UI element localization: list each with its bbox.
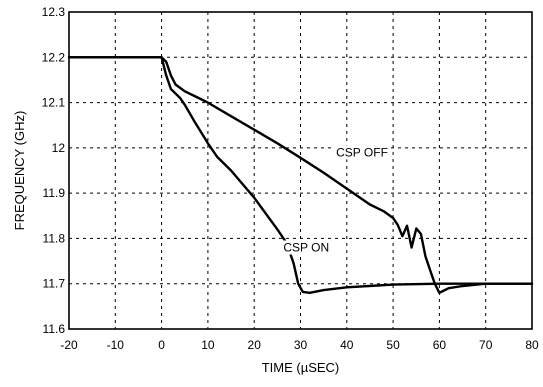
series-line-csp-on — [67, 56, 534, 294]
y-tick-label: 11.8 — [43, 231, 66, 245]
annotation-background — [334, 145, 389, 160]
x-axis-title: TIME (µSEC) — [262, 360, 340, 375]
annotation-background — [281, 240, 329, 255]
x-tick-label: 50 — [386, 338, 400, 352]
y-tick-labels: 11.6 11.7 11.8 11.9 12 12.1 12.2 12.3 — [42, 5, 66, 336]
x-tick-label: -10 — [107, 338, 125, 352]
x-tick-label: 0 — [158, 338, 165, 352]
y-tick-label: 11.6 — [43, 322, 66, 336]
y-tick-label: 11.7 — [43, 277, 66, 291]
annotation-label: CSP OFF — [336, 145, 388, 159]
y-axis-title: FREQUENCY (GHz) — [12, 111, 27, 231]
x-tick-label: 60 — [433, 338, 447, 352]
annotations: CSP OFF CSP ON — [281, 145, 389, 255]
series-line-csp-off — [67, 56, 534, 294]
x-tick-label: 80 — [525, 338, 539, 352]
x-tick-labels: -20 -10 0 10 20 30 40 50 60 70 80 — [60, 338, 539, 352]
series-group — [67, 56, 534, 294]
x-tick-label: 30 — [294, 338, 308, 352]
y-tick-label: 12.1 — [42, 96, 66, 110]
x-tick-label: 10 — [201, 338, 215, 352]
y-tick-label: 12.2 — [42, 50, 66, 64]
y-tick-label: 11.9 — [43, 186, 66, 200]
x-tick-label: -20 — [60, 338, 78, 352]
x-tick-label: 40 — [340, 338, 354, 352]
y-tick-label: 12.3 — [42, 5, 66, 19]
grid — [69, 12, 532, 329]
x-tick-label: 70 — [479, 338, 493, 352]
y-tick-label: 12 — [52, 141, 66, 155]
x-tick-label: 20 — [248, 338, 262, 352]
plot-frame — [68, 11, 533, 330]
annotation-label: CSP ON — [283, 240, 329, 254]
